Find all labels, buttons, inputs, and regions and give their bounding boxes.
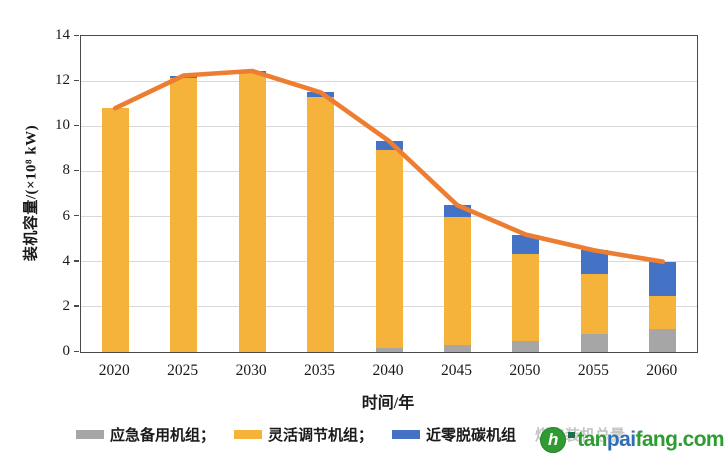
bar-segment (443, 345, 471, 352)
bar-segment (649, 261, 677, 296)
y-axis-tick (74, 124, 79, 127)
legend-swatch (392, 430, 421, 439)
bar-2030 (238, 36, 266, 352)
plot-area (80, 35, 698, 353)
bar-segment (649, 329, 677, 352)
bar-2060 (649, 36, 677, 352)
watermark-text-fang: fang (635, 428, 678, 451)
y-tick-label: 2 (62, 297, 71, 314)
y-tick-label: 14 (55, 27, 70, 43)
bar-segment (443, 205, 471, 217)
bar-segment (512, 234, 540, 254)
bar-segment (512, 253, 540, 341)
watermark-text-tan: tan (577, 428, 607, 451)
bar-segment (375, 150, 403, 348)
legend-item: 近零脱碳机组 (392, 424, 516, 445)
bar-segment (238, 73, 266, 352)
tanpaifang-logo-icon: h (540, 427, 567, 453)
y-axis-tick (74, 350, 79, 352)
legend: 应急备用机组； 灵活调节机组； 近零脱碳机组 煤电装机总量 (76, 424, 644, 445)
bar-segment (580, 250, 608, 275)
watermark-text-com: .com (677, 428, 724, 451)
bar-2040 (375, 36, 403, 352)
y-tick-label: 10 (55, 117, 70, 134)
gridline (81, 80, 697, 82)
bar-segment (649, 295, 677, 330)
watermark-text-pai: pai (606, 428, 636, 451)
legend-label: 灵活调节机组； (268, 428, 374, 444)
y-tick-label: 6 (62, 207, 71, 224)
x-tick-label: 2040 (372, 362, 404, 379)
y-axis-tick (74, 169, 79, 172)
bar-segment (443, 216, 471, 346)
y-tick-label: 12 (55, 72, 70, 89)
bar-segment (101, 108, 129, 352)
bar-segment (307, 96, 335, 352)
bar-segment (580, 274, 608, 334)
y-tick-label: 4 (62, 252, 71, 269)
x-tick-label: 2045 (440, 362, 472, 379)
y-axis-tick (74, 215, 79, 217)
bar-2045 (443, 36, 471, 352)
legend-item: 灵活调节机组； (234, 424, 373, 445)
y-tick-label: 8 (62, 162, 71, 179)
y-axis-title: 装机容量/(×10⁸ kW) (23, 124, 40, 262)
x-tick-label: 2060 (646, 362, 678, 379)
y-tick-label: 0 (62, 343, 71, 359)
tanpaifang-watermark: h tanpaifang.com (540, 427, 725, 453)
y-axis-tick (74, 79, 79, 81)
legend-swatch (234, 430, 263, 439)
x-tick-label: 2055 (577, 362, 609, 379)
x-tick-label: 2025 (167, 362, 199, 379)
bar-segment (375, 347, 403, 352)
gridline (81, 125, 697, 127)
bar-2020 (101, 36, 129, 352)
legend-item: 应急备用机组； (76, 424, 215, 445)
bar-segment (170, 77, 198, 352)
bar-2055 (580, 36, 608, 352)
watermark-dash (568, 432, 576, 438)
x-tick-label: 2050 (509, 362, 541, 379)
bar-segment (512, 340, 540, 352)
y-axis-tick (74, 305, 79, 307)
x-axis-title: 时间/年 (361, 395, 415, 412)
bar-2050 (512, 36, 540, 352)
legend-label: 近零脱碳机组 (426, 428, 517, 444)
bar-2035 (307, 36, 335, 352)
y-axis-tick (74, 34, 79, 36)
x-tick-label: 2020 (98, 362, 130, 379)
bar-segment (375, 140, 403, 150)
x-tick-label: 2030 (235, 362, 267, 379)
bar-2025 (170, 36, 198, 352)
legend-label: 应急备用机组； (110, 428, 216, 444)
total-capacity-line (112, 68, 666, 264)
bar-segment (580, 333, 608, 352)
x-tick-label: 2035 (304, 362, 336, 379)
legend-swatch (76, 430, 104, 439)
y-axis-tick (74, 260, 79, 262)
watermark-text: tanpaifang.com (577, 428, 724, 452)
